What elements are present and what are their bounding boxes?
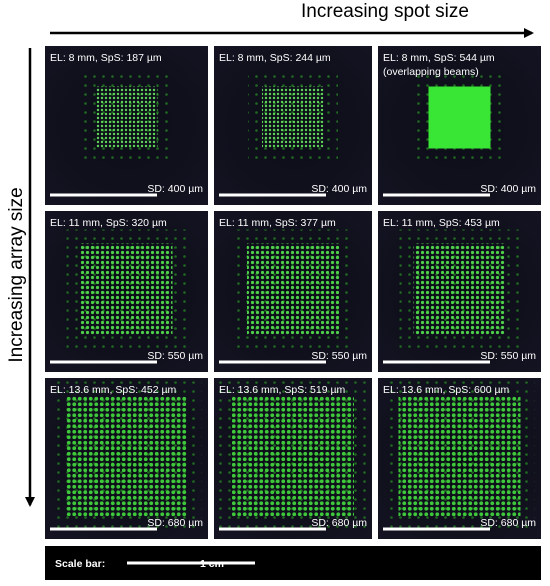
spot-array — [413, 243, 506, 336]
panel-sd: SD: 680 µm — [480, 517, 536, 529]
scale-bar-box — [45, 546, 541, 580]
panel-sd: SD: 400 µm — [147, 183, 203, 195]
spot-array — [247, 243, 339, 336]
scale-bar-label: Scale bar: — [55, 558, 105, 570]
panel-label: EL: 13.6 mm, SpS: 519 µm — [219, 384, 346, 396]
panel-sd: SD: 400 µm — [311, 183, 367, 195]
panel-label: EL: 11 mm, SpS: 453 µm — [383, 217, 500, 229]
panel-label: EL: 11 mm, SpS: 377 µm — [219, 217, 336, 229]
panel-label: EL: 13.6 mm, SpS: 600 µm — [383, 384, 510, 396]
panel-note: (overlapping beams) — [383, 66, 479, 78]
scale-bar-length: 1 cm — [200, 558, 224, 570]
y-axis-label: Increasing array size — [6, 187, 27, 362]
spot-array — [428, 86, 491, 149]
panel-label: EL: 13.6 mm, SpS: 452 µm — [50, 384, 177, 396]
panel-label: EL: 8 mm, SpS: 244 µm — [219, 52, 331, 64]
panel-sd: SD: 400 µm — [480, 183, 536, 195]
panel-label: EL: 8 mm, SpS: 544 µm — [383, 52, 495, 64]
panel-sd: SD: 680 µm — [311, 517, 367, 529]
panel-sd: SD: 550 µm — [311, 350, 367, 362]
spot-array — [232, 395, 354, 518]
panel-sd: SD: 550 µm — [147, 350, 203, 362]
spot-array — [95, 86, 158, 149]
spot-array — [80, 243, 173, 336]
panel-label: EL: 8 mm, SpS: 187 µm — [50, 52, 162, 64]
panel-sd: SD: 680 µm — [147, 517, 203, 529]
spot-array — [262, 86, 324, 149]
spot-array — [65, 395, 188, 518]
panel-sd: SD: 550 µm — [480, 350, 536, 362]
spot-array — [398, 395, 521, 518]
x-axis-label: Increasing spot size — [301, 1, 469, 22]
panel-grid: EL: 8 mm, SpS: 187 µm SD: 400 µm EL: 8 mm,… — [45, 46, 541, 539]
panel-label: EL: 11 mm, SpS: 320 µm — [50, 217, 167, 229]
